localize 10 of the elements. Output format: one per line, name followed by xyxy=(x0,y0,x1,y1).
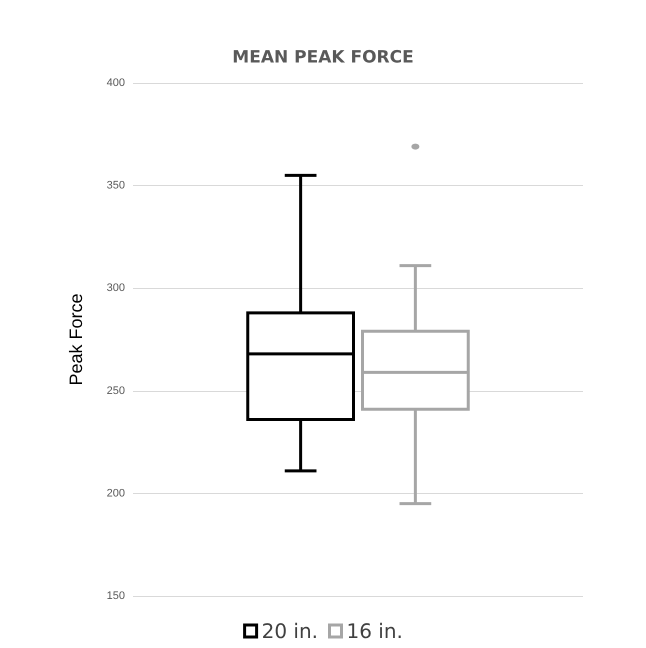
y-tick-label: 350 xyxy=(106,180,125,192)
y-tick-label: 400 xyxy=(106,77,125,89)
y-tick-label: 300 xyxy=(106,282,125,294)
y-tick-label: 200 xyxy=(106,487,125,500)
y-axis-title: Peak Force xyxy=(66,293,86,386)
legend-label: 20 in. xyxy=(262,619,318,643)
legend-label: 16 in. xyxy=(346,619,403,643)
y-tick-label: 150 xyxy=(106,590,125,602)
chart-title: MEAN PEAK FORCE xyxy=(232,48,414,68)
y-tick-label: 250 xyxy=(106,384,125,397)
